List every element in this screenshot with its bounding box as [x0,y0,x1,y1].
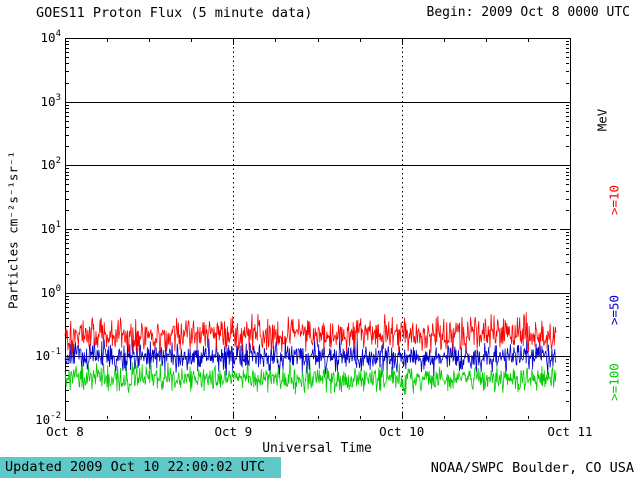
credit-label: NOAA/SWPC Boulder, CO USA [430,460,634,476]
series-label-ge50: >=50 [606,294,622,326]
right-axis-unit-label: MeV [594,108,610,132]
flux-trace-50 [64,336,557,377]
svg-text:101: 101 [41,220,61,236]
y-axis-label: Particles cm⁻²s⁻¹sr⁻¹ [5,150,21,310]
series-label-ge10: >=10 [606,184,622,216]
updated-timestamp: Updated 2009 Oct 10 22:00:02 UTC [0,457,282,478]
svg-text:Oct 8: Oct 8 [46,424,84,439]
svg-text:Oct 9: Oct 9 [215,424,253,439]
flux-trace-10 [64,312,557,358]
plot-frame [65,38,571,421]
begin-time-label: Begin: 2009 Oct 8 0000 UTC [426,5,631,20]
series-label-ge100: >=100 [606,363,622,401]
svg-text:103: 103 [41,93,61,109]
gridlines [65,38,570,420]
svg-text:102: 102 [41,156,61,172]
svg-text:100: 100 [41,284,61,300]
svg-text:10-1: 10-1 [35,347,61,363]
svg-text:10-2: 10-2 [35,411,61,427]
svg-text:104: 104 [41,29,61,45]
svg-text:Oct 11: Oct 11 [547,424,592,439]
flux-trace-100 [64,361,557,395]
x-axis-label: Universal Time [262,441,372,456]
svg-text:Oct 10: Oct 10 [379,424,424,439]
chart-title: GOES11 Proton Flux (5 minute data) [36,5,313,21]
